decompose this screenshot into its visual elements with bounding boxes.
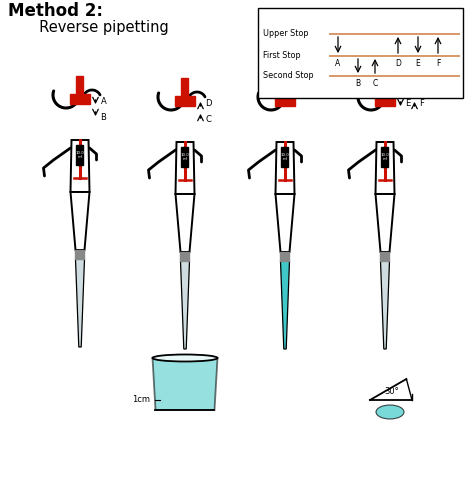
Polygon shape — [71, 192, 90, 250]
Polygon shape — [281, 261, 290, 349]
Bar — [182, 78, 189, 96]
Bar — [75, 250, 84, 259]
Text: Reverse pipetting: Reverse pipetting — [30, 20, 169, 35]
Bar — [70, 94, 90, 104]
Polygon shape — [381, 261, 390, 349]
Bar — [282, 147, 289, 167]
Polygon shape — [153, 358, 218, 410]
Text: 10.0
ml: 10.0 ml — [281, 153, 289, 161]
Text: A: A — [336, 59, 341, 68]
Bar — [182, 147, 189, 167]
Bar — [275, 96, 295, 106]
Bar — [282, 78, 289, 96]
Text: 10.0
ml: 10.0 ml — [76, 151, 84, 159]
Polygon shape — [275, 194, 294, 252]
Polygon shape — [175, 142, 194, 194]
Text: First Stop: First Stop — [263, 52, 301, 61]
Text: A: A — [100, 97, 106, 107]
Bar — [181, 252, 190, 261]
Text: E: E — [416, 59, 420, 68]
Text: B: B — [100, 112, 106, 121]
Text: 10.0
ml: 10.0 ml — [181, 153, 190, 161]
Polygon shape — [181, 261, 190, 349]
Text: Method 2:: Method 2: — [8, 2, 103, 20]
Bar — [76, 76, 83, 94]
Polygon shape — [71, 140, 90, 192]
Bar — [175, 96, 195, 106]
Bar — [381, 252, 390, 261]
Text: D: D — [206, 99, 212, 108]
Text: Upper Stop: Upper Stop — [263, 29, 309, 39]
Text: 10.0
ml: 10.0 ml — [381, 153, 389, 161]
Polygon shape — [275, 142, 294, 194]
Text: E: E — [405, 99, 411, 108]
Text: B: B — [356, 79, 361, 88]
Bar — [382, 78, 389, 96]
Ellipse shape — [153, 354, 218, 362]
Bar — [76, 145, 83, 165]
Text: C: C — [373, 79, 378, 88]
Bar — [375, 96, 395, 106]
Bar — [258, 8, 463, 98]
Text: D: D — [395, 59, 401, 68]
Text: F: F — [436, 59, 440, 68]
Ellipse shape — [376, 405, 404, 419]
Polygon shape — [375, 194, 394, 252]
Polygon shape — [375, 142, 394, 194]
Polygon shape — [75, 259, 84, 347]
Text: C: C — [206, 115, 211, 123]
Bar — [281, 252, 290, 261]
Text: Second Stop: Second Stop — [263, 71, 314, 80]
Text: 30°: 30° — [384, 387, 399, 396]
Text: F: F — [419, 99, 424, 108]
Bar — [382, 147, 389, 167]
Text: 1cm: 1cm — [133, 396, 151, 404]
Polygon shape — [175, 194, 194, 252]
